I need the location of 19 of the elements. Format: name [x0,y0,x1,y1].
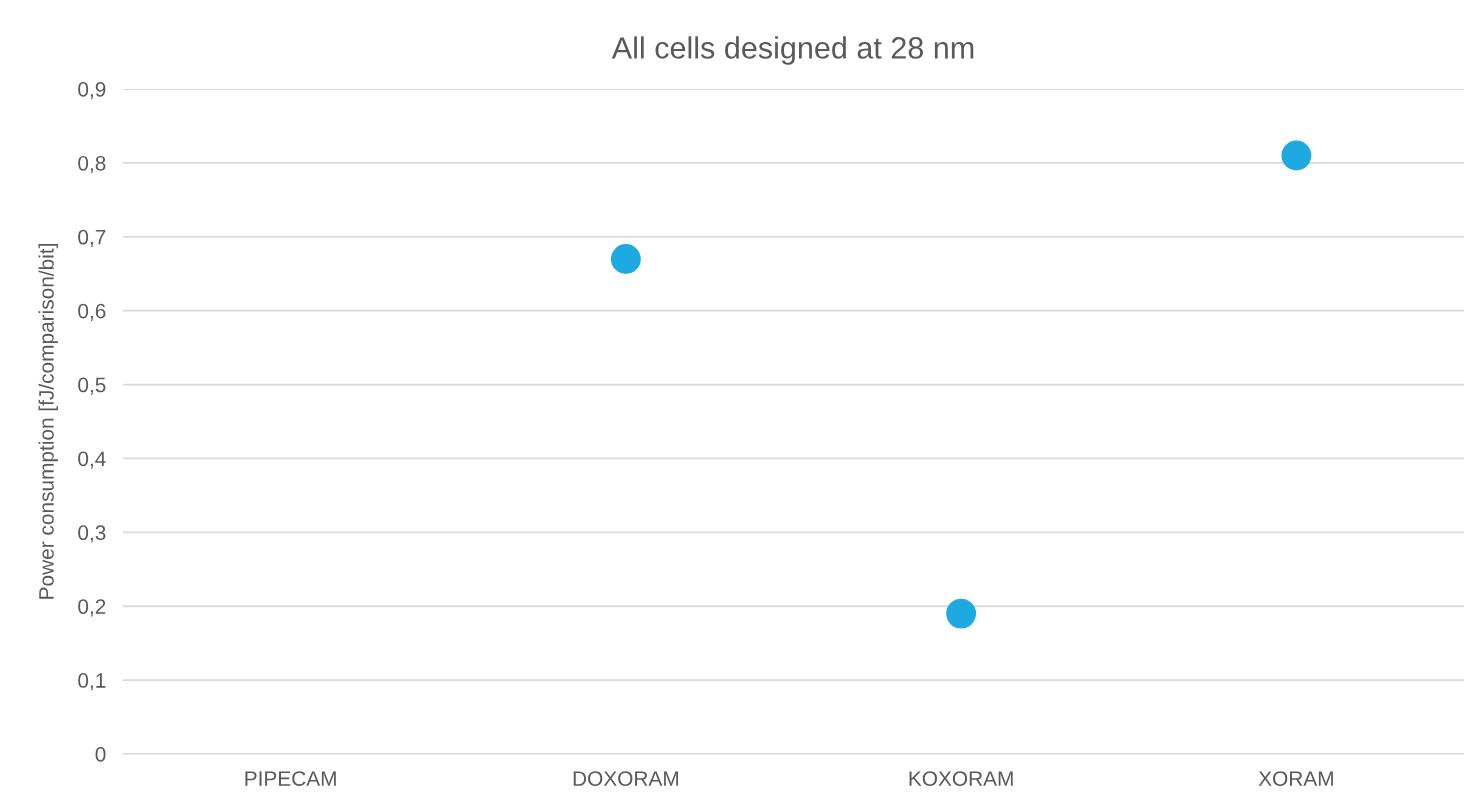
y-axis-title: Power consumption [fJ/comparison/bit] [38,244,58,599]
chart-title: All cells designed at 28 nm [611,36,974,65]
y-tick-label: 0,8 [78,155,106,174]
y-tick-label: 0,3 [78,525,106,543]
y-tick-label: 0,5 [78,377,106,395]
y-tick-label: 0,1 [78,673,106,691]
point [946,598,977,629]
y-tick-label: 0,2 [78,599,106,617]
x-tick-label: XORAM [1258,771,1333,786]
y-tick-label: 0,9 [78,82,106,100]
y-tick-label: 0,7 [78,229,106,247]
point [1281,140,1312,171]
x-tick-label: DOXORAM [573,771,678,786]
y-tick-label: 0 [95,747,106,762]
point [610,244,641,274]
y-tick-label: 0,4 [78,451,106,469]
y-tick-label: 0,6 [78,303,106,321]
x-tick-label: PIPECAM [245,771,336,786]
x-tick-label: KOXORAM [909,771,1013,786]
